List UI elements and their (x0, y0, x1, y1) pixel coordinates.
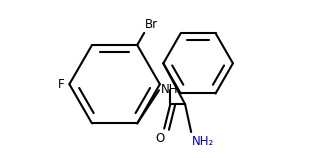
Text: NH₂: NH₂ (192, 135, 214, 148)
Text: O: O (155, 132, 165, 145)
Text: NH: NH (161, 83, 178, 96)
Text: F: F (58, 78, 64, 91)
Text: Br: Br (145, 18, 158, 31)
